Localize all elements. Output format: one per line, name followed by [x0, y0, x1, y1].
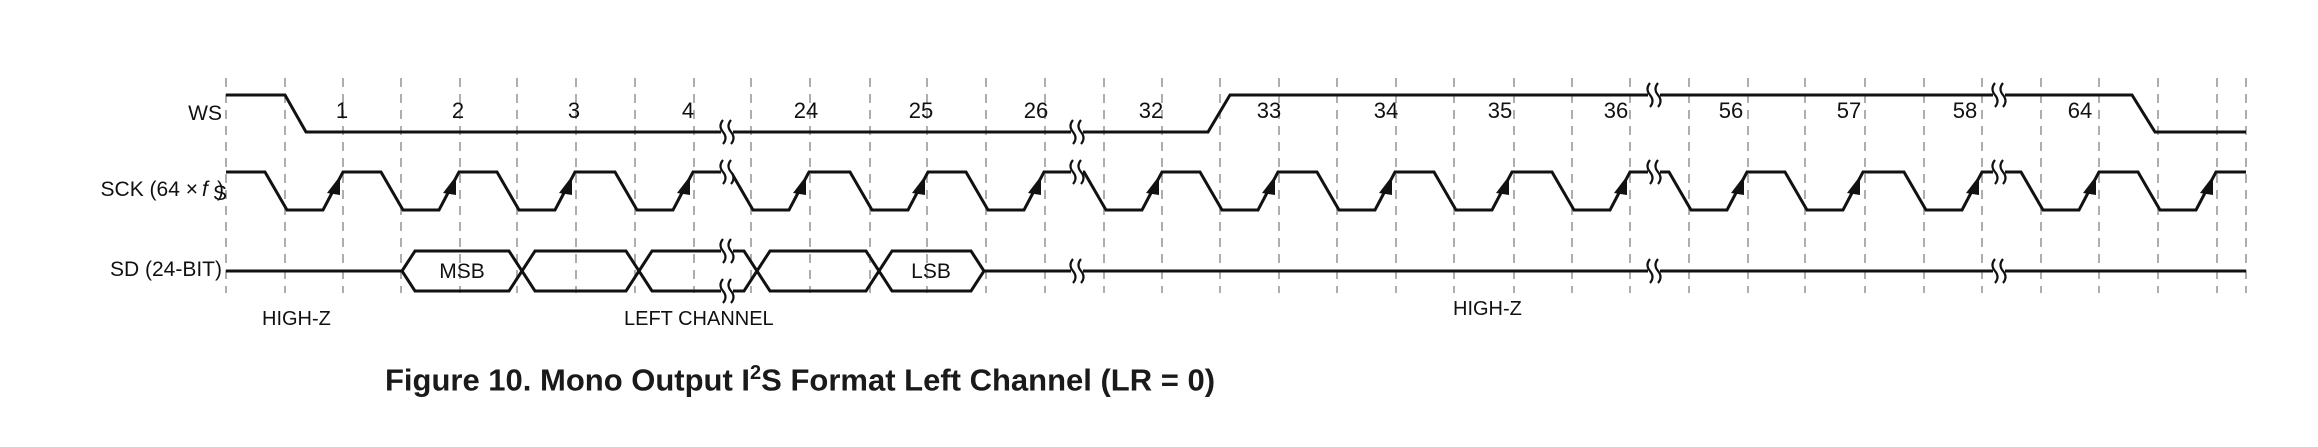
rising-edge-arrow: [1966, 176, 1979, 195]
ws-label: WS: [188, 102, 222, 125]
break-mark: [719, 278, 735, 304]
rising-edge-arrow: [2083, 176, 2096, 195]
sd-waveform: [226, 249, 2246, 293]
rising-edge-arrow: [1146, 176, 1159, 195]
sck-label: SCK (64 ×: [101, 178, 198, 201]
timing-diagram: WS SCK (64 × f S ) SD (24-BIT) 1 2 3 4 24 25 2…: [101, 78, 2247, 330]
bit-number: 64: [2068, 98, 2092, 123]
break-mark: [719, 159, 735, 185]
break-mark: [1646, 258, 1662, 284]
break-mark: [1069, 119, 1085, 145]
bit-number: 34: [1374, 98, 1398, 123]
bit-number: 2: [452, 98, 464, 123]
rising-edge-arrow: [443, 176, 456, 195]
caption-prefix: Figure 10. Mono Output I: [384, 362, 751, 398]
bit-number: 3: [568, 98, 580, 123]
rising-edge-arrow: [1379, 176, 1392, 195]
high-z-right-note: HIGH-Z: [1453, 298, 1522, 320]
ws-waveform: [226, 93, 2246, 134]
high-z-left-note: HIGH-Z: [262, 308, 331, 330]
lsb-label: LSB: [911, 260, 951, 283]
bit-number: 36: [1604, 98, 1628, 123]
bit-number: 35: [1488, 98, 1512, 123]
sck-fs-symbol: f: [202, 178, 210, 201]
sck-fs-subscript: S: [213, 182, 227, 205]
caption-suffix: S Format Left Channel (LR = 0): [761, 362, 1216, 398]
sck-waveform: [226, 170, 2246, 212]
bit-number: 58: [1953, 98, 1977, 123]
bit-number: 33: [1257, 98, 1281, 123]
rising-edge-arrow: [1028, 176, 1041, 195]
rising-edge-arrow: [793, 176, 806, 195]
break-mark: [1991, 159, 2007, 185]
rising-edge-arrow: [677, 176, 690, 195]
msb-label: MSB: [439, 260, 485, 283]
sd-label: SD (24-BIT): [110, 258, 222, 281]
left-channel-note: LEFT CHANNEL: [624, 308, 774, 330]
rising-edge-arrow: [559, 176, 572, 195]
sck-label-close: ): [217, 178, 224, 201]
clock-gridlines: [225, 78, 2247, 293]
bit-number: 57: [1837, 98, 1861, 123]
bit-number: 26: [1024, 98, 1048, 123]
break-mark: [719, 238, 735, 264]
caption-superscript: 2: [750, 362, 762, 384]
figure-caption: Figure 10. Mono Output I2S Format Left C…: [0, 362, 1600, 398]
timing-break-marks: [719, 82, 2007, 304]
break-mark: [1069, 258, 1085, 284]
break-mark: [1646, 82, 1662, 108]
break-mark: [1069, 159, 1085, 185]
break-mark: [1646, 159, 1662, 185]
bit-number: 4: [682, 98, 694, 123]
bit-number: 1: [336, 98, 348, 123]
bit-number: 32: [1139, 98, 1163, 123]
bit-numbers: 1 2 3 4 24 25 26 32 33 34 35 36 56 57 58 64: [336, 98, 2092, 123]
rising-edge-arrow: [1847, 176, 1860, 195]
rising-edge-arrow: [1496, 176, 1509, 195]
bit-number: 24: [794, 98, 818, 123]
bit-number: 25: [909, 98, 933, 123]
rising-edge-arrow: [912, 176, 925, 195]
rising-edge-arrow: [327, 176, 340, 195]
rising-edge-arrow: [2200, 176, 2213, 195]
break-mark: [1991, 82, 2007, 108]
rising-edge-arrow: [1262, 176, 1275, 195]
rising-edge-arrow: [1614, 176, 1627, 195]
bit-number: 56: [1719, 98, 1743, 123]
break-mark: [719, 119, 735, 145]
rising-edge-arrow: [1731, 176, 1744, 195]
break-mark: [1991, 258, 2007, 284]
sck-rising-edge-arrows: [327, 176, 2213, 195]
